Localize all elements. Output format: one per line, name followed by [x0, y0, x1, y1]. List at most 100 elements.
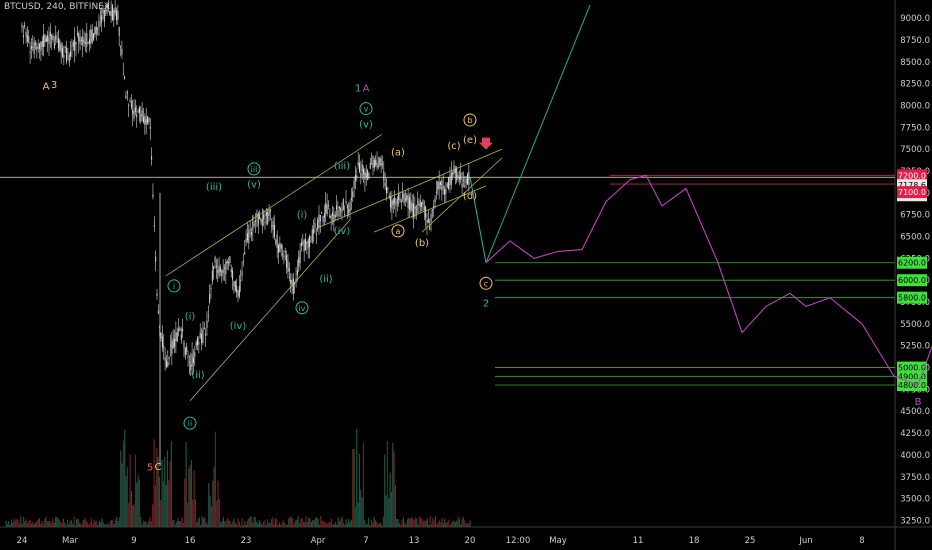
- volume-bar: [292, 518, 294, 527]
- wave-label-20: A: [363, 83, 370, 94]
- candle-body: [398, 193, 400, 200]
- candle-body: [80, 39, 82, 41]
- candle-body: [421, 202, 423, 208]
- volume-bar: [409, 518, 411, 527]
- candle-body: [237, 290, 239, 298]
- volume-bar: [184, 478, 186, 527]
- candle-body: [140, 114, 142, 121]
- candle-body: [317, 219, 319, 229]
- volume-bar: [328, 522, 330, 527]
- volume-bar: [465, 524, 467, 527]
- symbol-header: BTCUSD, 240, BITFINEX: [4, 2, 111, 12]
- candle-body: [203, 327, 205, 330]
- volume-bar: [354, 506, 357, 527]
- wave-label-29: 2: [483, 298, 489, 309]
- candle-body: [444, 188, 446, 195]
- green-level-label-5: 4800.0: [898, 381, 926, 390]
- candle-body: [155, 256, 157, 262]
- green-level-label-1: 6000.0: [898, 276, 926, 285]
- candle-body: [255, 220, 257, 222]
- candle-body: [329, 215, 331, 218]
- candle-body: [48, 37, 50, 45]
- candle-body: [148, 118, 150, 122]
- wave-label-circle-10: [247, 162, 261, 176]
- volume-bar: [265, 524, 267, 527]
- volume-bar: [304, 522, 306, 527]
- candle-body: [461, 183, 463, 188]
- y-tick-label-6: 7500.0: [900, 145, 930, 155]
- volume-bar: [389, 472, 391, 527]
- wave-label-27: (d): [463, 191, 477, 202]
- volume-bar: [66, 519, 69, 527]
- wave-label-1: 3: [51, 80, 57, 91]
- candle-body: [332, 212, 333, 216]
- volume-bar: [288, 518, 290, 527]
- candle-body: [197, 337, 198, 346]
- candle-body: [179, 327, 181, 332]
- volume-bar: [217, 480, 219, 527]
- volume-bar: [230, 524, 233, 527]
- candle-body: [460, 172, 462, 180]
- candle-body: [365, 173, 367, 178]
- volume-bar: [33, 524, 35, 527]
- candle-body: [403, 193, 405, 203]
- volume-bar: [466, 522, 469, 527]
- volume-bar: [245, 524, 247, 527]
- volume-bar: [136, 482, 138, 527]
- volume-bar: [457, 516, 459, 527]
- candle-body: [390, 196, 392, 208]
- volume-bar: [141, 524, 143, 527]
- volume-bar: [172, 520, 174, 527]
- candle-body: [175, 332, 177, 342]
- x-tick-label-5: Apr: [311, 536, 326, 546]
- volume-bar: [413, 519, 415, 527]
- volume-bar: [462, 516, 465, 527]
- candle-body: [342, 199, 344, 211]
- candle-body: [172, 338, 174, 349]
- candle-body: [178, 328, 180, 331]
- volume-bar: [82, 520, 85, 527]
- volume-bar: [29, 520, 31, 527]
- candle-body: [359, 162, 360, 173]
- volume-bar: [108, 524, 110, 527]
- volume-bar: [70, 519, 73, 527]
- volume-bar: [186, 502, 189, 527]
- volume-bar: [340, 519, 342, 527]
- volume-bar: [92, 523, 94, 527]
- volume-bar: [68, 524, 70, 527]
- volume-bar: [456, 520, 458, 527]
- candle-body: [67, 51, 69, 53]
- volume-bar: [126, 466, 129, 527]
- volume-bar: [366, 523, 369, 527]
- candle-body: [39, 43, 41, 49]
- volume-bar: [162, 481, 165, 527]
- candle-body: [218, 265, 220, 276]
- candle-body: [418, 203, 420, 206]
- volume-bar: [297, 516, 299, 527]
- volume-bar: [96, 520, 98, 527]
- candle-body: [348, 209, 350, 214]
- wave-label-18: (v): [359, 119, 373, 130]
- candle-body: [399, 198, 401, 202]
- candle-body: [199, 332, 201, 338]
- candle-body: [35, 42, 36, 45]
- volume-bar: [310, 521, 313, 527]
- candle-body: [375, 159, 377, 166]
- volume-bar: [426, 518, 429, 527]
- wave-label-circle-25: [463, 113, 477, 127]
- candle-body: [86, 33, 88, 47]
- candle-body: [103, 9, 105, 22]
- wave-label-5: (i): [185, 312, 196, 323]
- candle-body: [441, 180, 443, 191]
- volume-bar: [104, 524, 106, 527]
- volume-bar: [369, 524, 371, 527]
- candle-body: [83, 39, 85, 43]
- candle-body: [252, 215, 254, 231]
- candle-body: [287, 260, 289, 272]
- wave-label-9: (iv): [230, 321, 247, 332]
- candle-body: [160, 333, 162, 338]
- volume-bar: [244, 521, 246, 527]
- candle-body: [294, 283, 296, 285]
- volume-bar: [206, 524, 209, 527]
